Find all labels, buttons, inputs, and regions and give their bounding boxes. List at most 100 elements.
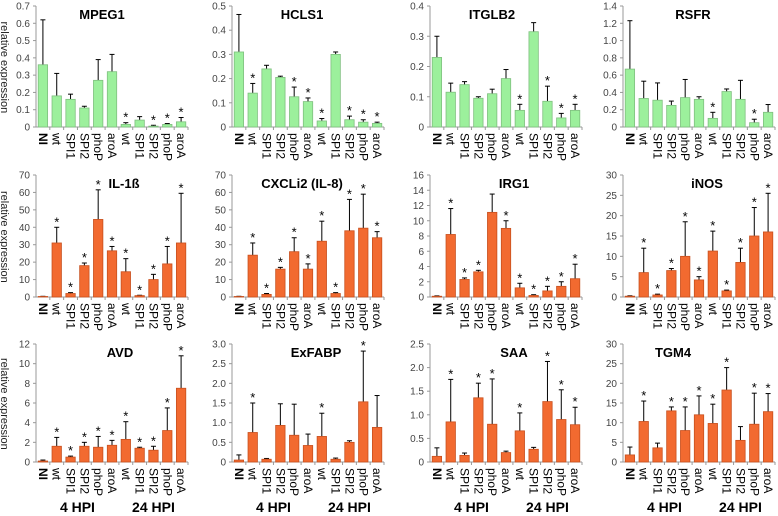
x-tick-label: phoP xyxy=(747,468,761,496)
significance-star: * xyxy=(333,280,338,295)
x-tick-label: SPI1 xyxy=(720,468,734,494)
y-tick-label: 4 xyxy=(418,262,424,273)
significance-star: * xyxy=(752,380,757,395)
x-tick-label: SPI1 xyxy=(133,133,147,159)
bar xyxy=(542,290,553,298)
x-tick-label: wt xyxy=(119,302,133,316)
y-tick-label: 0.5 xyxy=(212,2,226,13)
significance-star: * xyxy=(347,103,352,118)
bar xyxy=(79,445,90,463)
significance-star: * xyxy=(165,111,170,126)
bar xyxy=(445,234,456,298)
x-tick-label: phoP xyxy=(485,303,499,331)
bar xyxy=(487,423,498,463)
x-tick-label: SPI1 xyxy=(329,468,343,494)
y-tick-label: 70 xyxy=(215,171,227,182)
significance-star: * xyxy=(696,383,701,398)
x-tick-label: aroA xyxy=(301,468,315,493)
bar xyxy=(666,270,677,298)
y-tick-label: 0.1 xyxy=(16,105,30,116)
x-tick-label: phoP xyxy=(91,303,105,331)
significance-star: * xyxy=(710,218,715,233)
x-tick-label: SPI1 xyxy=(527,133,541,159)
x-tick-label: SPI1 xyxy=(458,468,472,494)
y-tick-label: 2 xyxy=(24,438,30,449)
x-tick-label: SPI1 xyxy=(527,303,541,329)
x-tick-label: wt xyxy=(444,467,458,481)
y-tick-label: 0 xyxy=(418,293,424,304)
bar xyxy=(652,294,663,298)
hpi-label-24: 24 HPI xyxy=(132,499,175,515)
x-tick-label: SPI2 xyxy=(471,303,485,329)
significance-star: * xyxy=(264,281,269,296)
y-tick-label: 0 xyxy=(24,458,30,469)
bar xyxy=(707,250,718,298)
x-tick-label: phoP xyxy=(485,468,499,496)
x-tick-label: aroA xyxy=(761,303,775,328)
x-tick-label: aroA xyxy=(499,303,513,328)
significance-star: * xyxy=(448,196,453,211)
bar xyxy=(37,296,49,298)
x-tick-label: phoP xyxy=(356,468,370,496)
bar xyxy=(666,410,677,463)
x-tick-label: NI xyxy=(430,133,444,145)
chart-title: TGM4 xyxy=(655,345,692,360)
x-tick-label: aroA xyxy=(301,303,315,328)
x-tick-label: phoP xyxy=(678,303,692,331)
chart-title: IRG1 xyxy=(499,176,529,191)
x-tick-label: SPI2 xyxy=(342,133,356,159)
bar xyxy=(500,452,512,463)
x-tick-label: aroA xyxy=(105,133,119,158)
significance-star: * xyxy=(151,112,156,127)
bar xyxy=(261,68,272,128)
bar xyxy=(514,287,525,298)
x-tick-label: aroA xyxy=(761,133,775,158)
bar xyxy=(289,96,300,128)
x-tick-label: phoP xyxy=(554,303,568,331)
bar xyxy=(275,425,286,463)
y-tick-label: 0 xyxy=(611,458,617,469)
x-tick-label: wt xyxy=(50,302,64,316)
x-tick-label: aroA xyxy=(370,468,384,493)
y-tick-label: 0 xyxy=(611,293,617,304)
y-tick-label: 14 xyxy=(413,186,425,197)
bar xyxy=(247,254,258,298)
bar xyxy=(707,117,718,128)
y-tick-label: 0 xyxy=(220,293,226,304)
chart-inos: 0 5 10 15 20 25 30 iNOS NI * wt * SPI1 * SPI2 * phoP * aro… xyxy=(606,171,776,331)
significance-star: * xyxy=(54,214,59,229)
y-tick-label: 15 xyxy=(606,232,618,243)
x-tick-label: SPI2 xyxy=(273,133,287,159)
bar xyxy=(528,31,539,128)
x-tick-label: SPI1 xyxy=(720,133,734,159)
bar xyxy=(762,231,774,298)
hpi-label-24: 24 HPI xyxy=(719,499,762,515)
significance-star: * xyxy=(179,343,184,358)
x-tick-label: aroA xyxy=(692,468,706,493)
x-tick-label: NI xyxy=(36,303,50,315)
bar xyxy=(302,445,314,463)
x-tick-label: SPI2 xyxy=(664,303,678,329)
significance-star: * xyxy=(96,423,101,438)
x-tick-label: aroA xyxy=(174,133,188,158)
significance-star: * xyxy=(573,251,578,266)
x-tick-label: phoP xyxy=(287,303,301,331)
bar xyxy=(514,109,525,128)
x-tick-label: phoP xyxy=(554,133,568,161)
x-tick-label: SPI2 xyxy=(273,468,287,494)
significance-star: * xyxy=(96,177,101,192)
y-tick-label: 8 xyxy=(418,232,424,243)
bar xyxy=(261,458,272,463)
y-tick-label: 10 xyxy=(19,275,31,286)
bar xyxy=(624,68,636,128)
bar xyxy=(106,444,118,463)
bar xyxy=(51,95,62,128)
x-tick-label: SPI2 xyxy=(471,468,485,494)
bar xyxy=(431,57,443,128)
significance-star: * xyxy=(545,273,550,288)
y-tick-label: 0.7 xyxy=(16,2,30,13)
x-tick-label: SPI2 xyxy=(146,133,160,159)
significance-star: * xyxy=(655,281,660,296)
